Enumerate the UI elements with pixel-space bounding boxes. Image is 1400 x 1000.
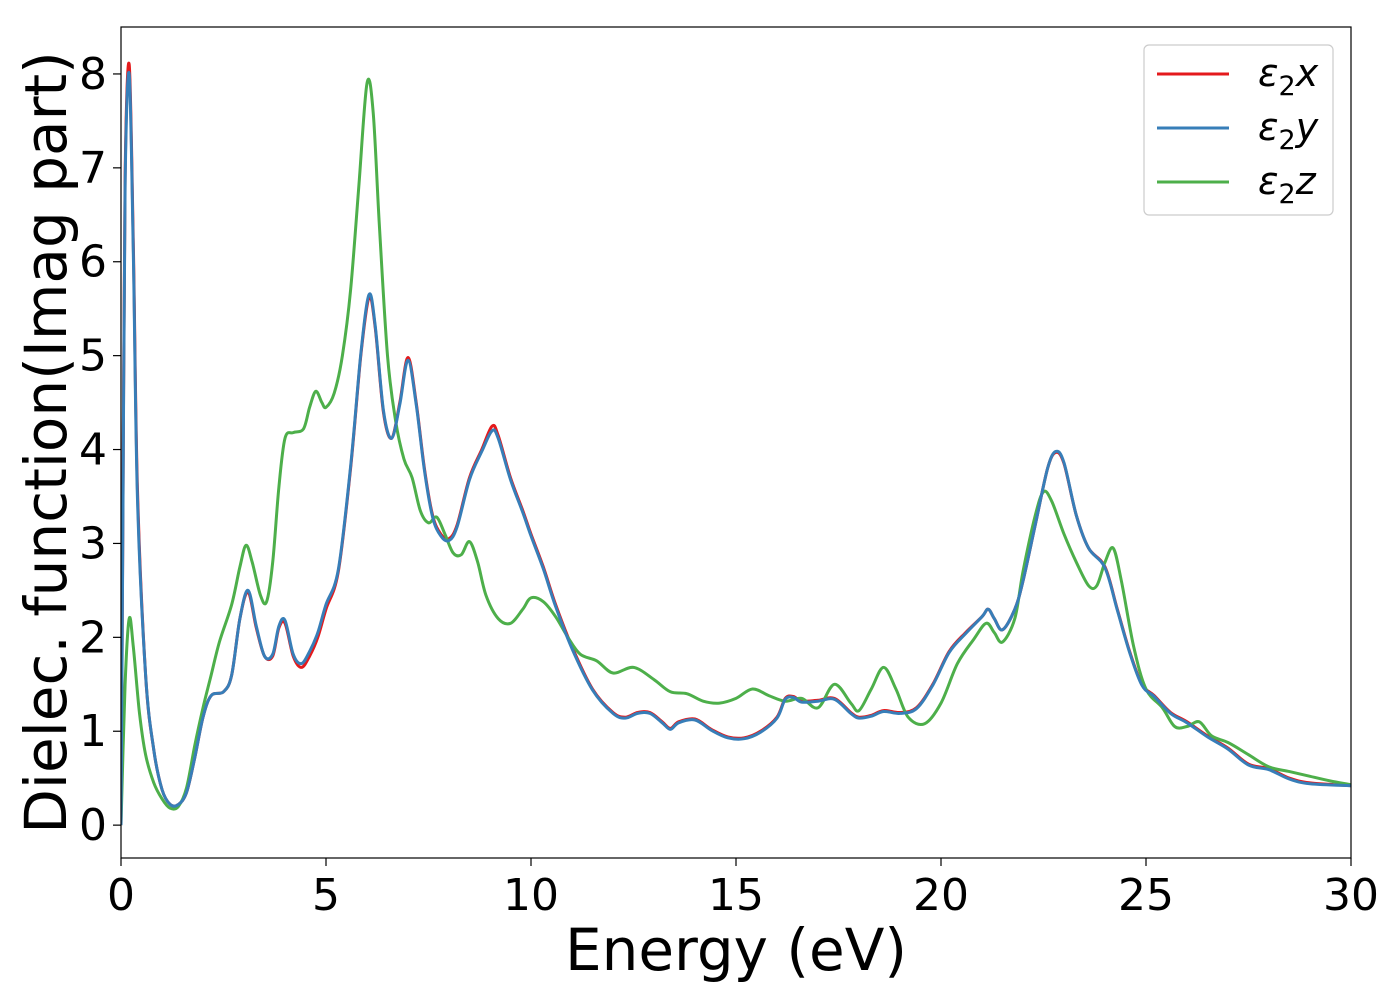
x-tick-label: 25 bbox=[1118, 870, 1174, 921]
y-tick-label: 8 bbox=[79, 49, 107, 100]
legend-entry: ε2z bbox=[1258, 159, 1317, 210]
legend-box bbox=[1143, 44, 1334, 216]
y-tick-label: 1 bbox=[79, 706, 107, 757]
x-tick-label: 10 bbox=[503, 870, 559, 921]
x-tick-label: 5 bbox=[312, 870, 340, 921]
legend-entry: ε2x bbox=[1258, 51, 1319, 102]
legend-entry: ε2y bbox=[1258, 105, 1319, 156]
x-tick-label: 30 bbox=[1323, 870, 1379, 921]
y-tick-label: 3 bbox=[79, 518, 107, 569]
x-axis-label: Energy (eV) bbox=[565, 916, 907, 984]
y-tick-label: 2 bbox=[79, 612, 107, 663]
x-tick-label: 15 bbox=[708, 870, 764, 921]
y-tick-label: 5 bbox=[79, 331, 107, 382]
y-axis-ticks: 0 1 2 3 4 5 6 7 8 bbox=[79, 49, 121, 851]
x-axis-ticks: 0 5 10 15 20 25 30 bbox=[107, 858, 1379, 921]
x-tick-label: 20 bbox=[913, 870, 969, 921]
y-tick-label: 7 bbox=[79, 143, 107, 194]
series-line-z bbox=[121, 77, 1351, 826]
y-tick-label: 6 bbox=[79, 237, 107, 288]
series-line-y bbox=[121, 70, 1351, 826]
series-layer bbox=[121, 61, 1351, 826]
y-tick-label: 4 bbox=[79, 425, 107, 476]
y-tick-label: 0 bbox=[79, 800, 107, 851]
x-tick-label: 0 bbox=[107, 870, 135, 921]
y-axis-label: Dielec. function(Imag part) bbox=[12, 51, 80, 834]
